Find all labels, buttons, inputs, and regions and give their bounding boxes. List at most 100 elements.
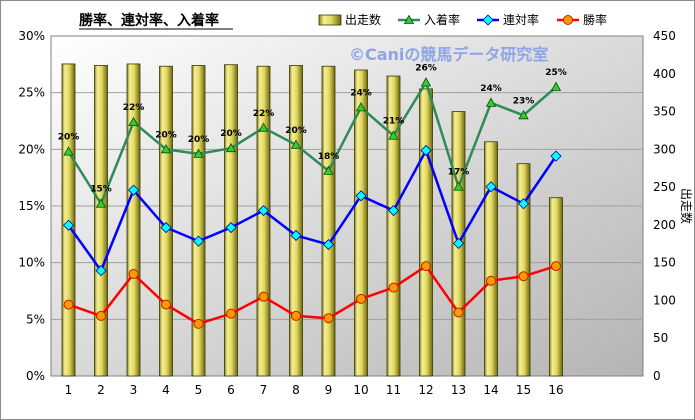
marker-triangle: [290, 139, 302, 149]
y-right-tick-label: 450: [653, 29, 676, 43]
marker-diamond: [95, 265, 107, 277]
marker-circle: [453, 307, 464, 318]
marker-diamond: [387, 204, 400, 217]
line-series-layer: [67, 81, 558, 326]
data-label: 23%: [513, 96, 535, 106]
data-label: 24%: [480, 84, 502, 94]
marker-triangle: [550, 81, 562, 91]
legend-marker-circle: [563, 15, 573, 25]
marker-triangle: [518, 110, 529, 120]
marker-diamond: [192, 235, 205, 247]
marker-circle: [291, 310, 301, 321]
x-tick-label: 4: [162, 383, 170, 397]
legend-label: 連対率: [503, 12, 539, 27]
legend-label: 入着率: [424, 12, 460, 27]
data-label: 26%: [415, 63, 437, 73]
y-right-axis-label: 出走数: [679, 188, 694, 224]
y-right-tick-label: 200: [653, 218, 676, 232]
marker-diamond: [452, 237, 465, 249]
marker-circle: [388, 282, 399, 293]
line-diamond-series: [67, 149, 558, 272]
marker-diamond: [355, 190, 367, 202]
x-tick-label: 1: [65, 383, 73, 397]
legend: 出走数 入着率 連対率 勝率: [318, 12, 607, 27]
data-label: 22%: [253, 109, 275, 119]
marker-diamond: [127, 184, 140, 196]
y-right-tick-label: 400: [653, 67, 676, 81]
x-tick-label: 14: [483, 383, 498, 397]
marker-triangle: [453, 181, 464, 191]
y-left-tick-label: 10%: [18, 256, 45, 270]
marker-triangle: [63, 146, 74, 156]
marker-circle: [96, 310, 106, 321]
x-tick-label: 13: [451, 383, 466, 397]
marker-circle: [356, 293, 366, 304]
marker-circle: [323, 313, 334, 324]
marker-triangle: [355, 102, 367, 112]
y-right-tick-label: 300: [653, 142, 676, 156]
bar-starts: [321, 65, 336, 377]
bar-starts: [289, 65, 303, 377]
bar-starts: [94, 65, 108, 377]
x-tick-label: 16: [548, 383, 563, 397]
marker-diamond: [550, 150, 562, 162]
y-right-tick-label: 0: [653, 369, 661, 383]
line-markers-layer: [62, 77, 562, 329]
y-left-tick-label: 30%: [18, 29, 45, 43]
data-label: 20%: [58, 133, 80, 143]
x-tick-label: 15: [516, 383, 531, 397]
marker-circle: [258, 291, 269, 302]
marker-diamond: [225, 221, 237, 234]
data-label: 17%: [448, 168, 470, 178]
marker-diamond: [485, 181, 497, 193]
data-label: 20%: [220, 129, 242, 139]
marker-diamond: [257, 204, 270, 217]
marker-circle: [421, 261, 431, 272]
marker-triangle: [258, 122, 269, 132]
data-label: 25%: [545, 68, 567, 78]
marker-diamond: [62, 219, 75, 231]
line-circle-series: [68, 264, 557, 326]
y-left-tick-label: 20%: [18, 142, 45, 156]
bar-starts: [516, 163, 531, 377]
legend-marker-diamond: [482, 14, 494, 26]
bar-starts: [549, 197, 563, 377]
data-label: 15%: [90, 185, 112, 195]
bar-starts: [386, 75, 401, 377]
bar-starts: [126, 63, 141, 377]
y-right-tick-label: 350: [653, 105, 676, 119]
data-label: 20%: [155, 130, 177, 140]
marker-triangle: [193, 148, 204, 158]
marker-circle: [161, 299, 171, 310]
marker-diamond: [517, 198, 530, 210]
x-tick-label: 8: [292, 383, 300, 397]
gridlines: [51, 92, 643, 320]
y-left-tick-label: 0%: [26, 369, 45, 383]
marker-circle: [518, 271, 529, 282]
data-label: 18%: [318, 152, 340, 162]
marker-circle: [193, 318, 204, 329]
marker-triangle: [160, 144, 172, 154]
legend-label: 勝率: [583, 12, 607, 27]
marker-circle: [551, 261, 561, 272]
y-left-tick-label: 15%: [18, 199, 45, 213]
marker-triangle: [95, 198, 107, 208]
y-right-tick-label: 50: [653, 331, 668, 345]
x-tick-label: 11: [386, 383, 401, 397]
axes-layer: 0% 5% 10% 15% 20% 25% 30% 0 50 100 150 200 250 300 350…: [18, 29, 694, 397]
x-tick-label: 2: [97, 383, 105, 397]
legend-swatch-bar: [318, 14, 342, 26]
marker-circle: [226, 308, 236, 319]
marker-diamond: [290, 229, 302, 242]
data-label: 24%: [350, 88, 372, 98]
x-tick-label: 5: [195, 383, 203, 397]
marker-diamond: [420, 144, 432, 157]
chart-title: 勝率、連対率、入着率: [79, 12, 219, 29]
marker-triangle: [485, 97, 497, 107]
x-tick-label: 6: [227, 383, 235, 397]
y-right-tick-label: 250: [653, 180, 676, 194]
bar-starts: [484, 141, 498, 377]
data-label: 20%: [285, 126, 307, 136]
